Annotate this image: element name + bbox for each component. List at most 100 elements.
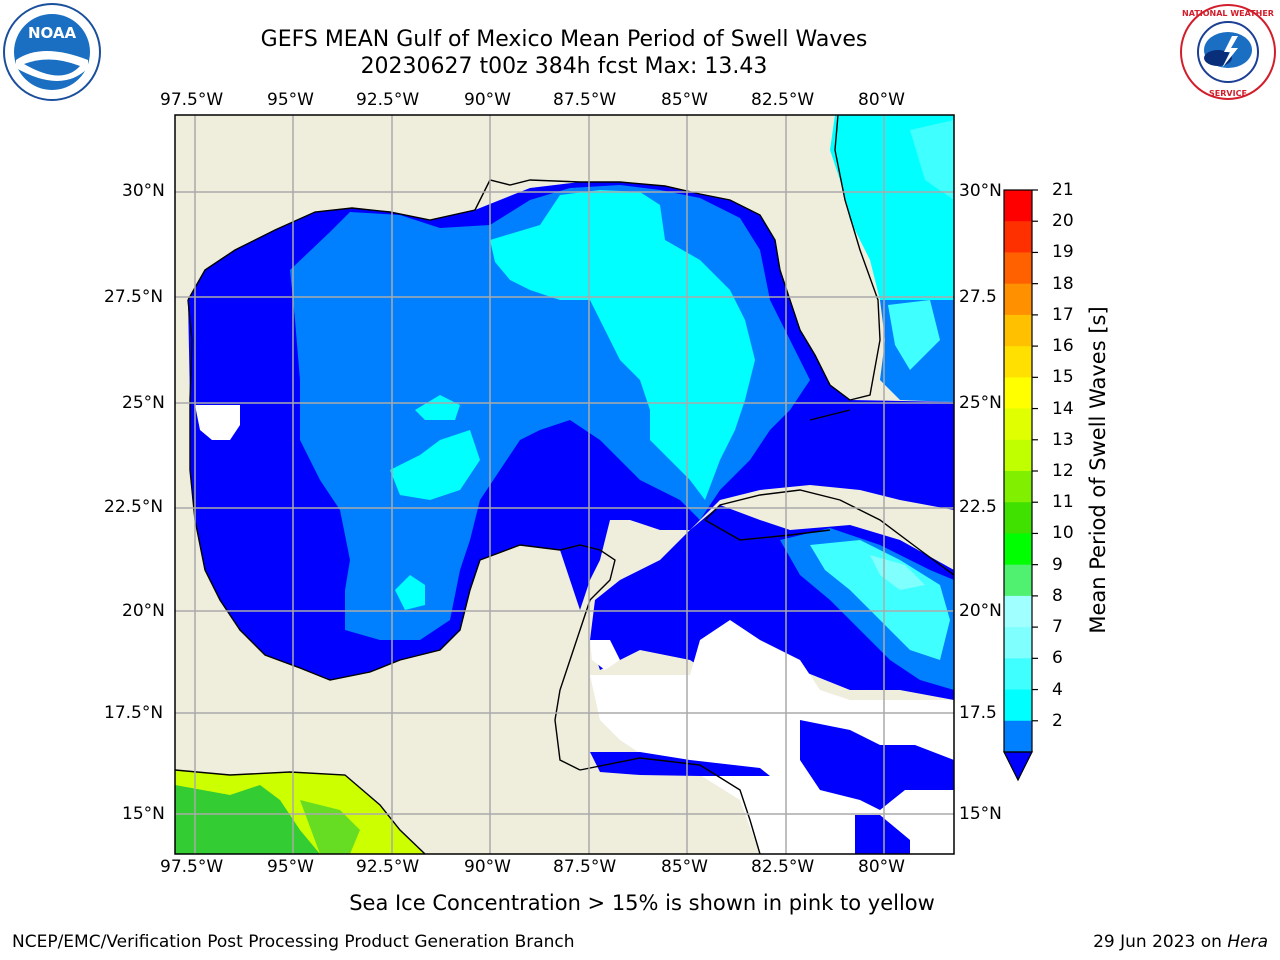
lon-tick-bottom: 90°W — [464, 857, 511, 877]
colorbar-tick-label: 14 — [1052, 398, 1074, 419]
lon-tick-top: 97.5°W — [160, 90, 224, 110]
cuba-coastline — [704, 489, 954, 576]
gulf-white-gap-2 — [590, 640, 620, 670]
lon-tick-top: 92.5°W — [356, 90, 420, 110]
lon-tick-bottom: 80°W — [858, 857, 905, 877]
nws-logo: NATIONAL WEATHER SERVICE — [1180, 4, 1276, 100]
colorbar-tick-label: 10 — [1052, 523, 1074, 544]
lat-tick-right: 15°N — [959, 804, 1002, 824]
colorbar-extend — [1003, 751, 1033, 782]
colorbar-tick-label: 6 — [1052, 648, 1063, 669]
lat-tick-left: 30°N — [122, 181, 165, 201]
colorbar-segment — [1004, 190, 1032, 222]
colorbar-segment — [1004, 502, 1032, 534]
colorbar-tick-label: 4 — [1052, 679, 1063, 700]
florida-keys — [809, 409, 851, 421]
lat-tick-right: 20°N — [959, 601, 1002, 621]
chart-subtitle: 20230627 t00z 384h fcst Max: 13.43 — [360, 54, 768, 79]
colorbar-tick-label: 11 — [1052, 492, 1074, 513]
date-label: 29 Jun 2023 on — [1093, 932, 1222, 952]
colorbar-segment — [1004, 283, 1032, 316]
colorbar-tick-label: 17 — [1052, 304, 1074, 325]
colorbar-tick-label: 9 — [1052, 554, 1063, 575]
caribbean-lower-dark — [800, 720, 954, 810]
atlantic-light — [910, 120, 954, 200]
map-frame — [174, 114, 955, 855]
date-text: 29 Jun 2023 on Hera — [1093, 932, 1268, 952]
lat-tick-left: 27.5°N — [104, 287, 164, 307]
colorbar-segment — [1004, 471, 1032, 503]
lon-tick-top: 85°W — [661, 90, 708, 110]
lon-tick-bottom: 95°W — [267, 857, 314, 877]
lat-tick-right: 27.5 — [959, 287, 997, 307]
lon-tick-bottom: 92.5°W — [356, 857, 420, 877]
lat-tick-left: 15°N — [122, 804, 165, 824]
lat-tick-right: 17.5 — [959, 703, 997, 723]
lon-tick-bottom: 82.5°W — [751, 857, 815, 877]
colorbar-segment — [1004, 314, 1032, 347]
colorbar-segment — [1004, 595, 1032, 628]
caribbean-cyan — [810, 540, 950, 660]
svg-text:SERVICE: SERVICE — [1209, 89, 1247, 98]
gulf-white-gap — [195, 405, 240, 440]
colorbar-tick-label: 16 — [1052, 336, 1074, 357]
lon-tick-top: 87.5°W — [553, 90, 617, 110]
gulf-cyan-patch-3 — [415, 395, 460, 420]
colorbar-segment — [1004, 533, 1032, 566]
colorbar-segment — [1004, 408, 1032, 441]
central-america-coastline — [175, 769, 426, 854]
colorbar-tick-label: 18 — [1052, 273, 1074, 294]
colorbar-tick-label: 20 — [1052, 211, 1074, 232]
colorbar-segment — [1004, 720, 1032, 753]
noaa-logo: NOAA — [3, 3, 101, 101]
lat-tick-left: 17.5°N — [104, 703, 164, 723]
lat-tick-left: 25°N — [122, 393, 165, 413]
colorbar-tick-label: 21 — [1052, 180, 1074, 200]
colorbar-tick-label: 12 — [1052, 461, 1074, 481]
caribbean-strip — [590, 752, 770, 776]
colorbar — [1003, 189, 1038, 782]
gulf-cyan — [490, 190, 755, 500]
colorbar-tick-label: 13 — [1052, 429, 1074, 450]
colorbar-segment — [1004, 377, 1032, 410]
colorbar-label: Mean Period of Swell Waves [s] — [1086, 306, 1110, 634]
gulf-cyan-patch — [390, 430, 480, 500]
lon-tick-bottom: 97.5°W — [160, 857, 224, 877]
colorbar-segment — [1004, 627, 1032, 659]
lon-tick-top: 80°W — [858, 90, 905, 110]
lon-tick-bottom: 87.5°W — [553, 857, 617, 877]
lon-tick-top: 95°W — [267, 90, 314, 110]
gulf-coastline — [187, 115, 881, 401]
lon-tick-top: 82.5°W — [751, 90, 815, 110]
lon-tick-top: 90°W — [464, 90, 511, 110]
lat-tick-right: 25°N — [959, 393, 1002, 413]
colorbar-segment — [1004, 252, 1032, 285]
bahamas-cyan — [888, 300, 940, 370]
colorbar-tick-label: 15 — [1052, 367, 1074, 388]
honduras-coastline — [579, 757, 761, 854]
colorbar-tick-label: 7 — [1052, 617, 1063, 638]
colorbar-segment — [1004, 346, 1032, 378]
credit-text: NCEP/EMC/Verification Post Processing Pr… — [12, 932, 575, 952]
lon-tick-bottom: 85°W — [661, 857, 708, 877]
gulf-cyan-patch-2 — [395, 575, 425, 610]
sea-ice-note: Sea Ice Concentration > 15% is shown in … — [349, 891, 935, 915]
colorbar-segment — [1004, 658, 1032, 691]
cuba-south-coastline — [704, 519, 831, 541]
colorbar-segment — [1004, 221, 1032, 253]
lat-tick-left: 22.5°N — [104, 497, 164, 517]
lat-tick-left: 20°N — [122, 601, 165, 621]
pacific-green — [175, 785, 320, 854]
chart-title: GEFS MEAN Gulf of Mexico Mean Period of … — [260, 27, 868, 52]
colorbar-tick-label: 19 — [1052, 242, 1074, 263]
colorbar-tick-label: 2 — [1052, 710, 1063, 731]
lat-tick-right: 30°N — [959, 181, 1002, 201]
colorbar-tick-label: 8 — [1052, 585, 1063, 606]
colorbar-segment — [1004, 689, 1032, 722]
colorbar-segment — [1004, 564, 1032, 597]
host-label: Hera — [1227, 932, 1268, 952]
lat-tick-right: 22.5 — [959, 497, 997, 517]
colorbar-segment — [1004, 439, 1032, 472]
svg-text:NATIONAL WEATHER: NATIONAL WEATHER — [1182, 9, 1274, 18]
